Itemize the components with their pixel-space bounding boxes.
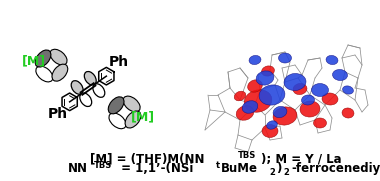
Ellipse shape (71, 81, 83, 94)
Ellipse shape (326, 55, 338, 65)
Ellipse shape (301, 95, 315, 105)
Ellipse shape (248, 80, 262, 92)
Text: 2: 2 (269, 168, 275, 177)
Ellipse shape (279, 53, 291, 63)
Text: ); M = Y / La: ); M = Y / La (261, 152, 342, 165)
Ellipse shape (342, 108, 354, 118)
Text: BuMe: BuMe (221, 162, 258, 175)
Ellipse shape (35, 50, 51, 67)
Ellipse shape (273, 107, 297, 125)
Ellipse shape (242, 101, 258, 113)
Text: ): ) (277, 162, 282, 175)
Ellipse shape (93, 84, 105, 97)
Ellipse shape (249, 55, 261, 65)
Ellipse shape (109, 113, 126, 129)
Ellipse shape (52, 64, 68, 81)
Text: TBS: TBS (238, 151, 256, 160)
Text: [M] = (THF)M(NN: [M] = (THF)M(NN (90, 152, 204, 165)
Ellipse shape (244, 90, 272, 112)
Ellipse shape (284, 73, 306, 90)
Ellipse shape (273, 106, 287, 118)
Ellipse shape (259, 85, 285, 105)
Ellipse shape (267, 121, 277, 129)
Ellipse shape (300, 101, 320, 117)
Ellipse shape (108, 97, 124, 114)
Text: [M]: [M] (130, 111, 155, 124)
Ellipse shape (256, 71, 274, 85)
Ellipse shape (322, 93, 338, 105)
Ellipse shape (36, 66, 53, 82)
Ellipse shape (293, 83, 307, 94)
Ellipse shape (84, 71, 96, 85)
Ellipse shape (332, 70, 347, 81)
Ellipse shape (236, 106, 254, 120)
Text: TBS: TBS (94, 161, 112, 170)
Text: t: t (216, 161, 220, 170)
Text: NN: NN (68, 162, 88, 175)
Ellipse shape (50, 49, 67, 65)
Ellipse shape (312, 83, 328, 96)
Text: = 1,1’-(NSi: = 1,1’-(NSi (117, 162, 194, 175)
Text: -ferrocenediyl: -ferrocenediyl (291, 162, 380, 175)
Ellipse shape (314, 118, 326, 128)
Ellipse shape (125, 111, 141, 128)
Ellipse shape (343, 86, 353, 94)
Text: Ph: Ph (108, 55, 128, 69)
Ellipse shape (234, 91, 246, 101)
Ellipse shape (123, 96, 140, 112)
Ellipse shape (80, 93, 92, 106)
Ellipse shape (261, 66, 274, 76)
Text: 2: 2 (283, 168, 289, 177)
Text: [M]: [M] (21, 54, 46, 67)
Ellipse shape (262, 125, 278, 138)
Text: Ph: Ph (48, 107, 68, 121)
